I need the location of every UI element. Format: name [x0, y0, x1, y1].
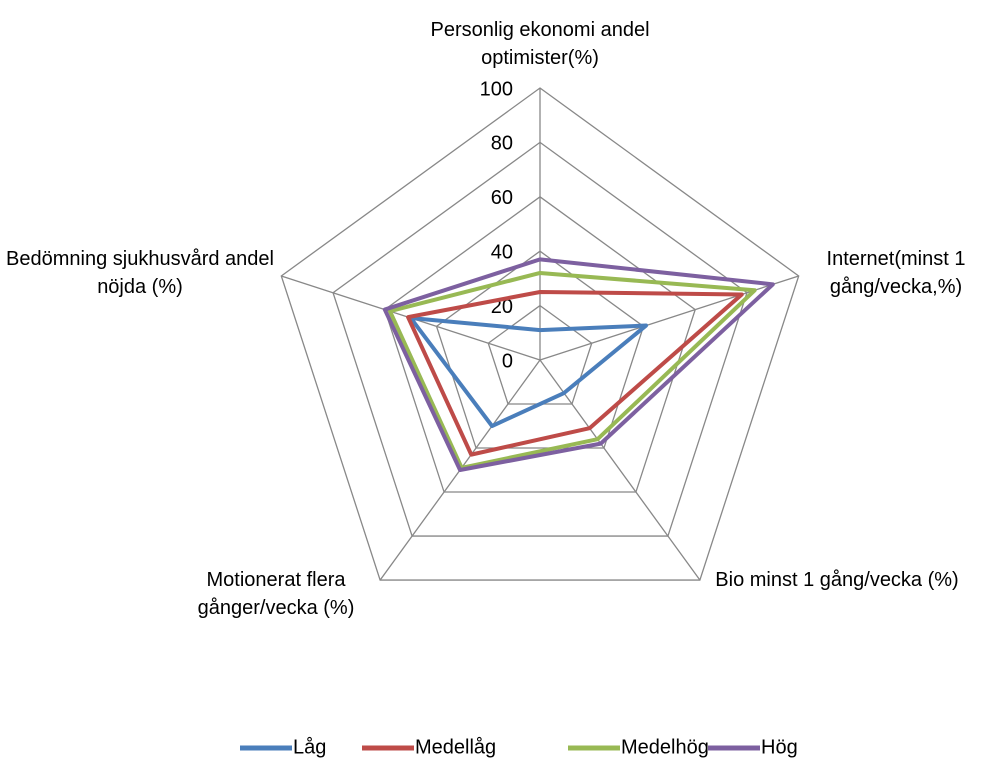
- category-label: Bio minst 1 gång/vecka (%): [715, 569, 959, 591]
- grid-line: [332, 141, 748, 537]
- legend-label: Låg: [293, 736, 326, 758]
- legend-label: Hög: [761, 736, 798, 758]
- grid-line: [280, 87, 800, 581]
- series-line: [408, 315, 649, 429]
- category-label: Bedömning sjukhusvård andel nöjda (%): [6, 248, 274, 298]
- grid-line: [384, 195, 696, 493]
- series-line: [387, 270, 757, 470]
- category-label: Motionerat flera gånger/vecka (%): [197, 569, 355, 619]
- y-tick-label: 0: [502, 350, 513, 372]
- y-tick-label: 60: [491, 187, 513, 209]
- y-tick-label: 80: [491, 133, 513, 155]
- grid-line: [435, 250, 645, 449]
- series-line: [382, 257, 775, 473]
- y-tick-label: 100: [480, 78, 513, 100]
- series-line: [406, 290, 744, 457]
- axis-line: [539, 275, 799, 361]
- category-label: Personlig ekonomi andel optimister(%): [430, 19, 650, 69]
- legend-label: Medellåg: [415, 736, 496, 758]
- category-label: Internet(minst 1 gång/vecka,%): [826, 248, 966, 298]
- legend-label: Medelhög: [621, 736, 709, 758]
- y-tick-label: 40: [491, 241, 513, 263]
- axis-line: [539, 359, 701, 581]
